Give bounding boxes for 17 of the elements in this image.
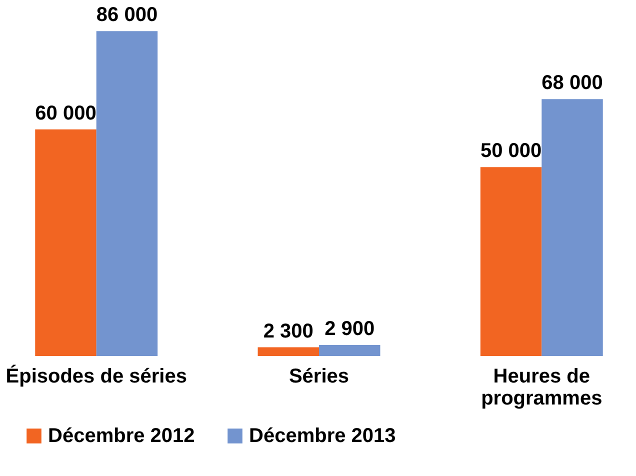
legend-label: Décembre 2012 (48, 425, 195, 447)
data-label: 86 000 (96, 4, 158, 26)
data-label: 2 300 (263, 320, 314, 342)
data-label: 68 000 (542, 72, 603, 94)
x-tick-label: Séries (288, 366, 350, 388)
x-tick-label: Heures de programmes (481, 366, 602, 410)
x-tick-label: Épisodes de séries (6, 364, 187, 388)
bar (480, 167, 542, 356)
bar (35, 129, 96, 356)
bar (542, 99, 603, 356)
data-label: 60 000 (35, 102, 96, 124)
bar (96, 31, 158, 356)
legend-label: Décembre 2013 (249, 425, 396, 447)
bar (319, 345, 380, 356)
data-label: 2 900 (324, 318, 375, 340)
data-label: 50 000 (480, 140, 542, 162)
bar (258, 347, 319, 356)
